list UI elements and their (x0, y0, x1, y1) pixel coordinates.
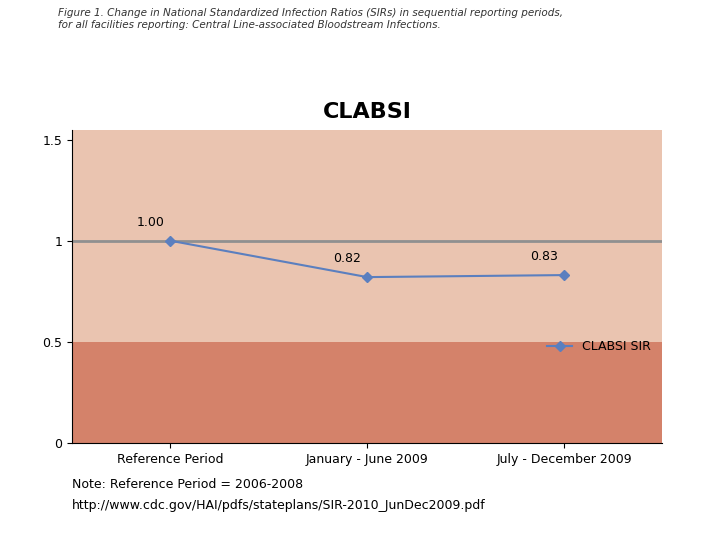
Text: 0.83: 0.83 (531, 250, 558, 263)
Text: for all facilities reporting: Central Line-associated Bloodstream Infections.: for all facilities reporting: Central Li… (58, 20, 441, 30)
Title: CLABSI: CLABSI (323, 103, 412, 123)
Text: Note: Reference Period = 2006-2008: Note: Reference Period = 2006-2008 (72, 478, 303, 491)
CLABSI SIR (363, 274, 372, 280)
CLABSI SIR (559, 272, 568, 278)
Text: 0.82: 0.82 (333, 252, 361, 265)
Text: http://www.cdc.gov/HAI/pdfs/stateplans/SIR-2010_JunDec2009.pdf: http://www.cdc.gov/HAI/pdfs/stateplans/S… (72, 500, 486, 512)
Bar (72, 130, 662, 342)
Text: Figure 1. Change in National Standardized Infection Ratios (SIRs) in sequential : Figure 1. Change in National Standardize… (58, 8, 562, 18)
Legend: CLABSI SIR: CLABSI SIR (542, 335, 656, 358)
Text: 1.00: 1.00 (137, 215, 165, 228)
Line: CLABSI SIR: CLABSI SIR (167, 237, 567, 281)
CLABSI SIR (166, 238, 175, 244)
Bar (72, 342, 662, 443)
